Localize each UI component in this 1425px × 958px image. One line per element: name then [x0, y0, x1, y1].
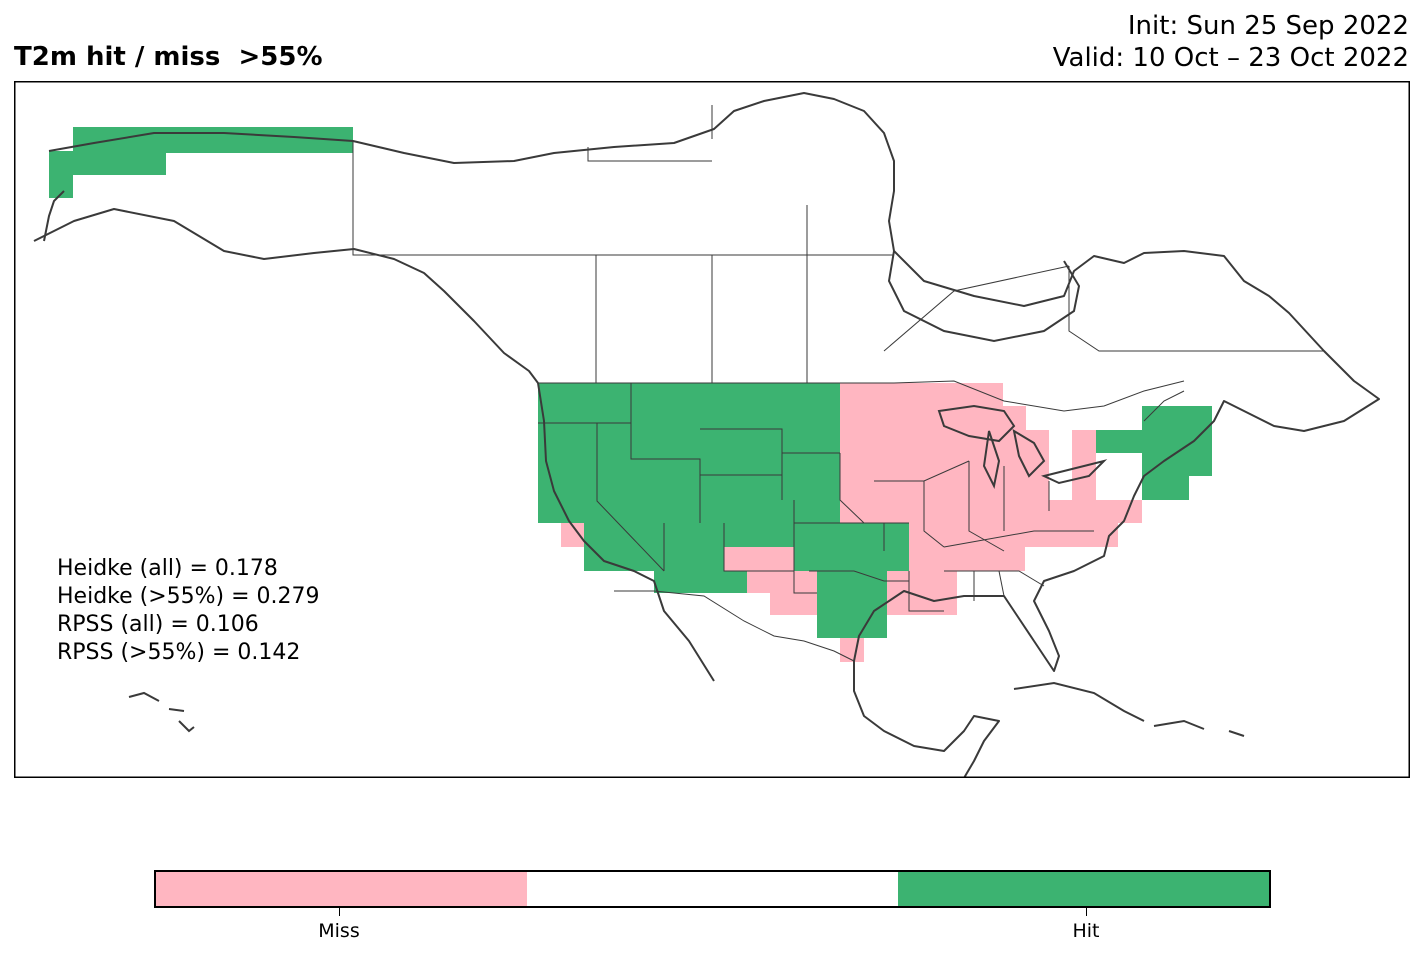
map-svg: [14, 81, 1410, 778]
rpss-all: RPSS (all) = 0.106: [57, 612, 259, 637]
map-border: [14, 81, 1410, 778]
colorbar: [154, 870, 1271, 908]
lakes: [887, 250, 1108, 490]
hit-region-west: [538, 383, 909, 638]
heidke-55: Heidke (>55%) = 0.279: [57, 584, 320, 609]
hit-region-northeast: [1096, 406, 1212, 500]
colorbar-hit: [898, 872, 1269, 906]
coastlines: [33, 92, 1380, 778]
hit-label: Hit: [1072, 920, 1100, 942]
colorbar-miss: [156, 872, 527, 906]
date-info: Init: Sun 25 Sep 2022 Valid: 10 Oct – 23…: [1053, 10, 1409, 74]
skill-scores: Heidke (all) = 0.178 Heidke (>55%) = 0.2…: [57, 555, 320, 667]
islands: [128, 681, 1245, 737]
borders: [352, 105, 1324, 662]
hit-region-alaska: [49, 127, 353, 198]
map-area: [14, 81, 1410, 778]
init-date: Init: Sun 25 Sep 2022: [1127, 11, 1409, 41]
miss-label: Miss: [318, 920, 360, 942]
heidke-all: Heidke (all) = 0.178: [57, 556, 278, 581]
valid-range: Valid: 10 Oct – 23 Oct 2022: [1052, 43, 1409, 73]
map-title: T2m hit / miss >55%: [14, 42, 323, 72]
rpss-55: RPSS (>55%) = 0.142: [57, 640, 301, 665]
miss-tick: [339, 908, 340, 916]
colorbar-neutral: [527, 872, 898, 906]
hit-tick: [1086, 908, 1087, 916]
